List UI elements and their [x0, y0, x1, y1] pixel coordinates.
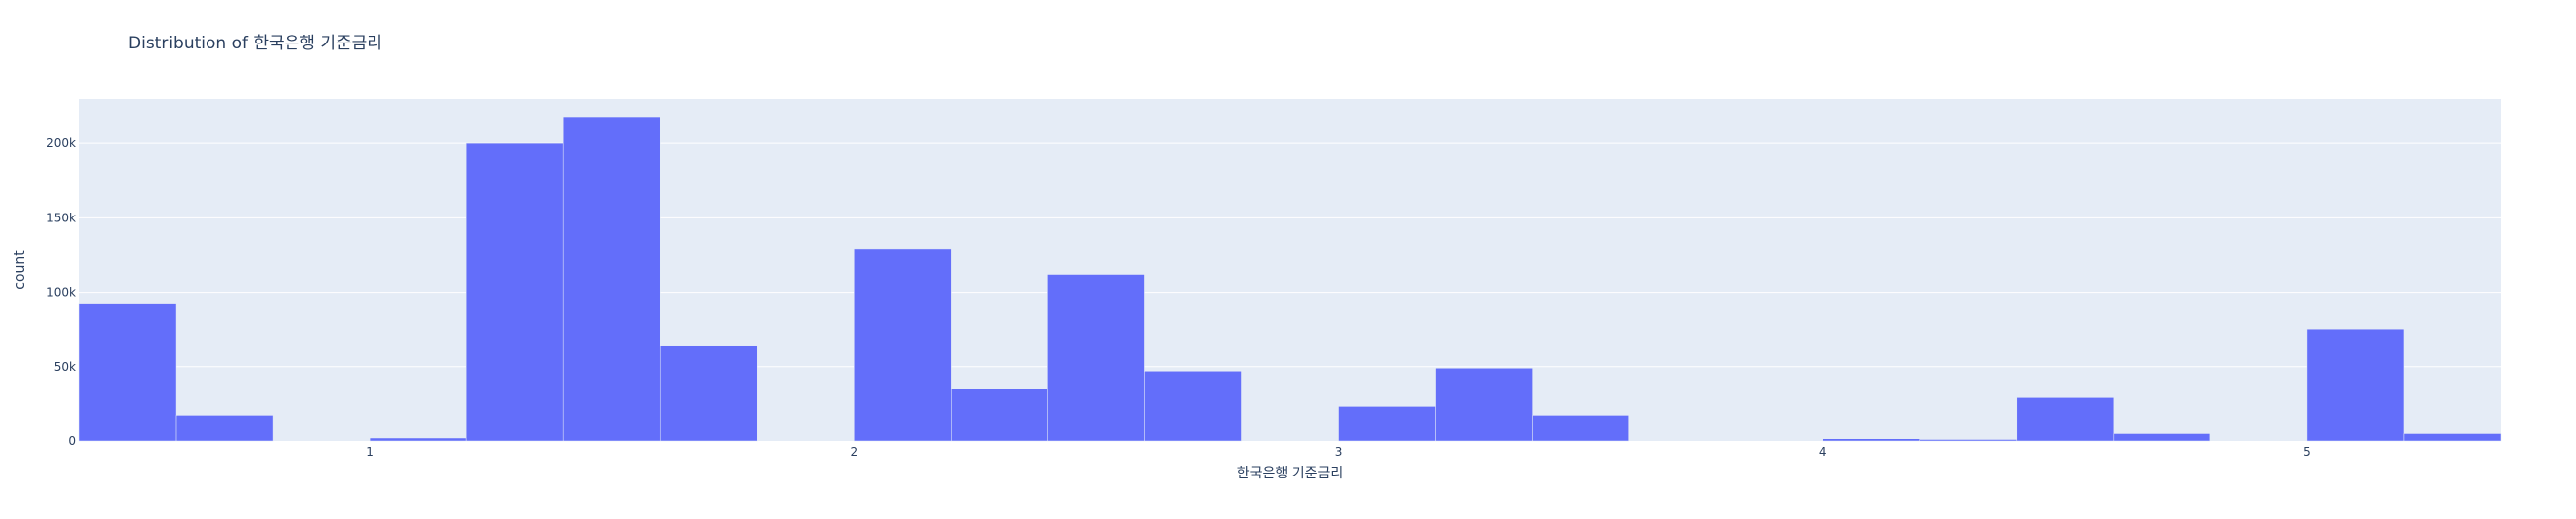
- histogram-bar: [78, 303, 177, 442]
- x-tick-label: 3: [1335, 445, 1343, 459]
- x-tick-label: 4: [1819, 445, 1827, 459]
- x-axis-title: 한국은행 기준금리: [1237, 466, 1344, 481]
- y-tick-label: 100k: [46, 286, 76, 300]
- chart-title: Distribution of 한국은행 기준금리: [128, 34, 382, 53]
- x-tick-label: 5: [2303, 445, 2311, 459]
- histogram-bar: [951, 389, 1048, 442]
- histogram-bar: [659, 345, 758, 442]
- histogram-bar: [2016, 397, 2115, 442]
- y-tick-label: 50k: [54, 360, 76, 374]
- histogram-bar: [1144, 371, 1242, 442]
- y-axis-ticks: 0 50k 100k 150k 200k: [46, 136, 76, 448]
- histogram-bar: [1822, 438, 1921, 442]
- histogram-bar: [1919, 439, 2018, 442]
- y-tick-label: 150k: [46, 211, 76, 224]
- y-tick-label: 0: [68, 434, 76, 448]
- histogram-bar: [2403, 433, 2502, 442]
- histogram-bar: [369, 437, 467, 442]
- plot-area: [79, 99, 2501, 441]
- x-axis-ticks: 1 2 3 4 5: [366, 445, 2310, 459]
- histogram-bar: [175, 415, 274, 442]
- histogram-bar: [2113, 433, 2211, 442]
- histogram-bar: [562, 116, 661, 442]
- x-tick-label: 1: [366, 445, 374, 459]
- histogram-bar: [465, 142, 564, 442]
- histogram-bar: [1047, 274, 1145, 442]
- histogram-bar: [1532, 415, 1629, 442]
- histogram-bar: [854, 248, 952, 442]
- y-tick-label: 200k: [46, 136, 76, 150]
- histogram-bar: [1338, 406, 1436, 442]
- bars: [78, 116, 2502, 442]
- x-tick-label: 2: [850, 445, 858, 459]
- y-axis-title: count: [12, 250, 28, 290]
- histogram-bar: [2306, 328, 2405, 442]
- histogram-bar: [1435, 368, 1533, 442]
